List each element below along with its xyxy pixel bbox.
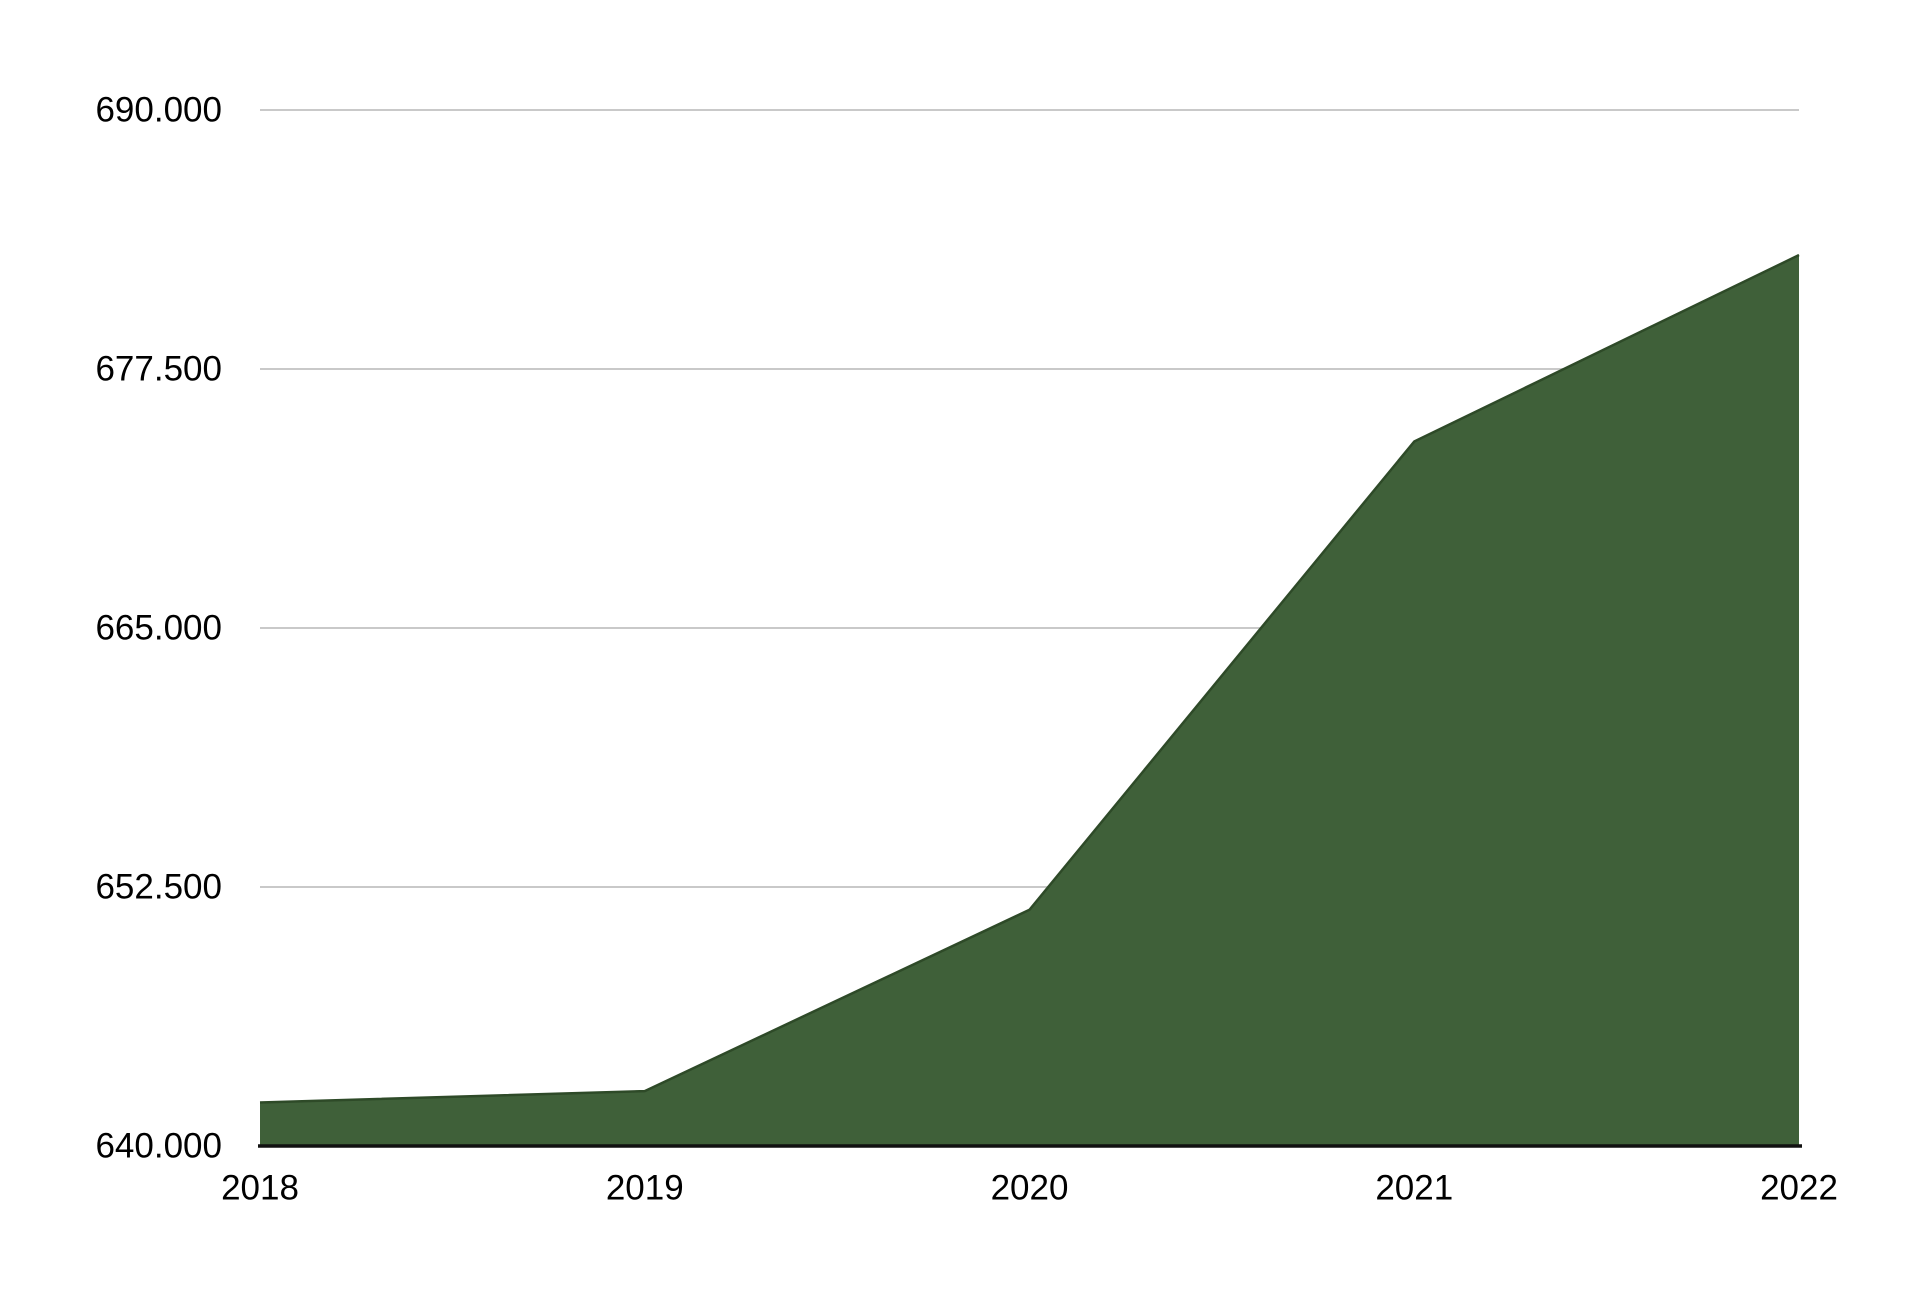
x-tick-label: 2019 [606, 1169, 684, 1208]
x-tick-label: 2020 [991, 1169, 1069, 1208]
y-tick-label: 690.000 [95, 91, 222, 130]
series-line [259, 253, 1800, 1104]
y-tick-label: 677.500 [95, 350, 222, 389]
x-tick-label: 2021 [1375, 1169, 1453, 1208]
y-tick-label: 640.000 [95, 1127, 222, 1166]
y-tick-label: 652.500 [95, 868, 222, 907]
x-tick-labels-group: 2018 2019 2020 2021 2022 [221, 1169, 1838, 1208]
y-tick-label: 665.000 [95, 609, 222, 648]
area-series [260, 255, 1799, 1147]
series-group [259, 253, 1800, 1147]
x-tick-label: 2022 [1760, 1169, 1838, 1208]
y-tick-labels-group: 690.000 677.500 665.000 652.500 640.000 [95, 91, 222, 1166]
x-tick-label: 2018 [221, 1169, 299, 1208]
